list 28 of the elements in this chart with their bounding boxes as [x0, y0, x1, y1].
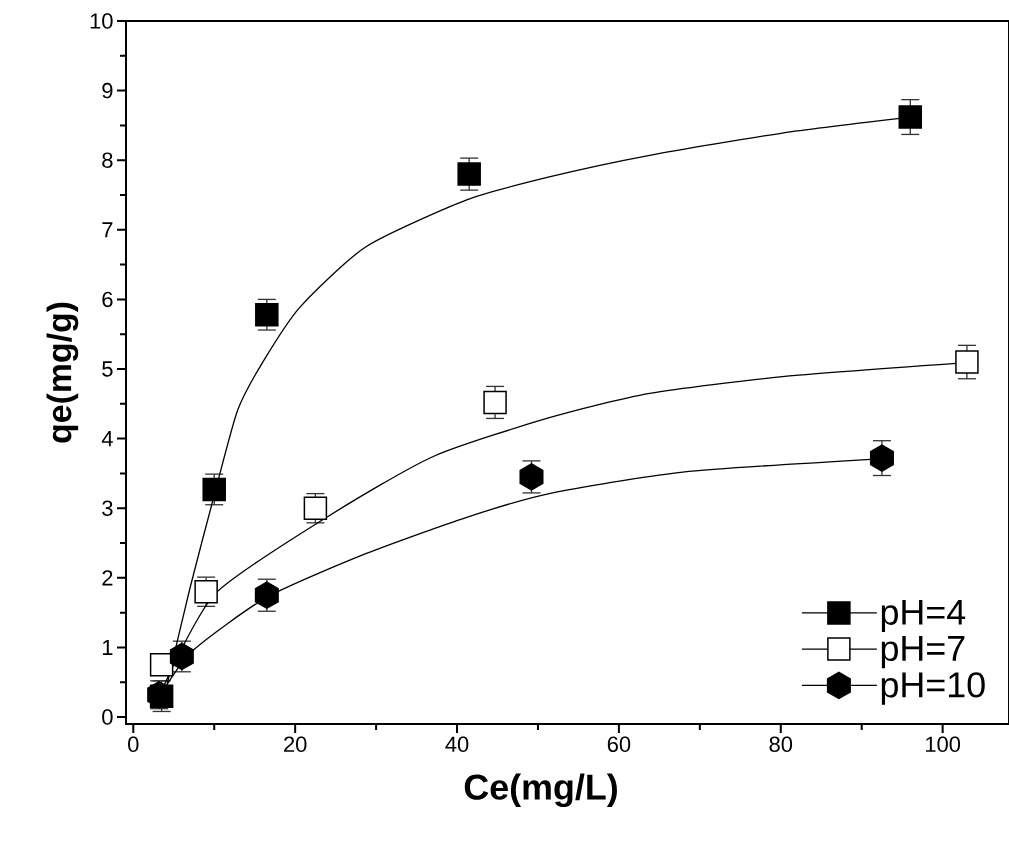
- y-tick-label: 0: [102, 709, 113, 725]
- point: [483, 390, 507, 415]
- x-tick-label: 40: [445, 736, 469, 753]
- x-tick-label: 80: [769, 736, 793, 753]
- point: [869, 444, 894, 472]
- legend-label: pH=7: [881, 636, 965, 669]
- y-tick-label: 4: [101, 431, 113, 447]
- legend-label: pH=10: [881, 672, 985, 705]
- point: [149, 653, 174, 677]
- point: [457, 162, 481, 186]
- y-tick-label: 7: [102, 222, 113, 238]
- y-tick-label: 10: [90, 13, 113, 29]
- y-tick-label: 3: [102, 500, 113, 516]
- y-tick-label: 5: [102, 361, 113, 377]
- legend-label: pH=4: [881, 599, 966, 632]
- y-axis-title: qe(mg/g): [46, 302, 79, 443]
- x-tick-label: 20: [284, 736, 307, 753]
- y-tick-label: 6: [102, 291, 113, 308]
- x-axis-title: Ce(mg/L): [464, 773, 617, 808]
- x-tick-label: 0: [128, 736, 139, 753]
- y-tick-label: 1: [102, 639, 113, 655]
- y-tick-label: 2: [102, 570, 113, 586]
- point: [955, 350, 979, 374]
- point: [898, 105, 923, 129]
- y-tick-label: 9: [102, 82, 113, 99]
- y-tick-label: 8: [102, 152, 113, 168]
- x-tick-label: 100: [926, 736, 961, 753]
- x-tick-label: 60: [607, 736, 631, 753]
